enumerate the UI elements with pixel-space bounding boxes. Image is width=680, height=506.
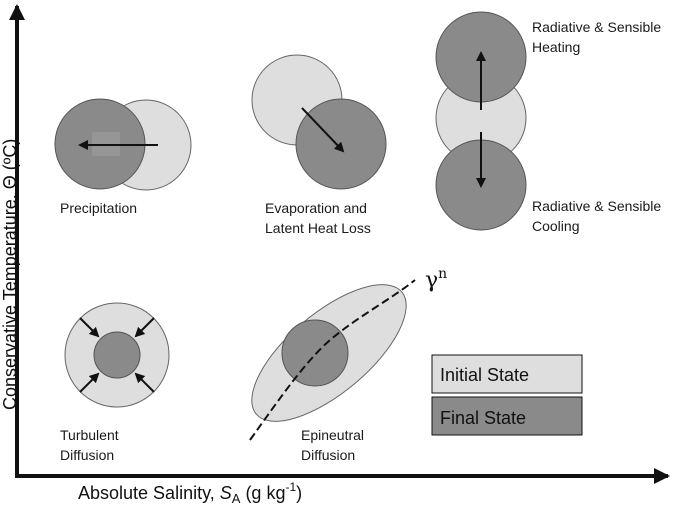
evaporation-final-circle — [295, 98, 387, 190]
gamma-n-label: γn — [425, 266, 447, 293]
legend-initial-swatch — [431, 354, 583, 394]
heating-label-line1: Radiative & Sensible — [532, 19, 661, 35]
epineutral-label-line2: Diffusion — [301, 447, 355, 463]
evaporation-arrow — [301, 107, 345, 153]
turbulent-arrow-ne — [134, 317, 155, 338]
x-axis-label: Absolute Salinity, SA (g kg-1) — [78, 480, 302, 506]
heating-cooling-group: Radiative & Sensible Heating Radiative &… — [435, 11, 661, 234]
gamma-n-curve — [249, 279, 416, 441]
heating-label-line2: Heating — [532, 39, 580, 55]
legend-final-swatch — [431, 396, 583, 436]
epineutral-final-circle — [281, 319, 349, 387]
evaporation-label-line2: Latent Heat Loss — [265, 220, 371, 236]
turbulent-arrow-nw — [79, 317, 100, 338]
epineutral-label-line1: Epineutral — [301, 427, 364, 443]
turbulent-arrow-sw — [79, 372, 100, 393]
turbulent-label-line2: Diffusion — [60, 447, 114, 463]
precipitation-label: Precipitation — [60, 200, 137, 216]
legend-initial-label: Initial State — [440, 365, 529, 385]
turbulent-final-circle — [93, 331, 141, 379]
y-axis-label: Conservative Temperature, Θ (ºC) — [0, 139, 20, 410]
legend-final-label: Final State — [440, 408, 526, 428]
turbulent-group: Turbulent Diffusion — [60, 302, 170, 463]
evaporation-label-line1: Evaporation and — [265, 200, 367, 216]
legend: Initial State Final State — [431, 354, 583, 436]
precipitation-group: Precipitation — [54, 98, 192, 216]
epineutral-group: γn Epineutral Diffusion — [249, 266, 447, 463]
turbulent-arrow-se — [134, 372, 155, 393]
cooling-label-line1: Radiative & Sensible — [532, 198, 661, 214]
evaporation-group: Evaporation and Latent Heat Loss — [251, 54, 387, 236]
turbulent-label-line1: Turbulent — [60, 427, 119, 443]
cooling-label-line2: Cooling — [532, 218, 579, 234]
